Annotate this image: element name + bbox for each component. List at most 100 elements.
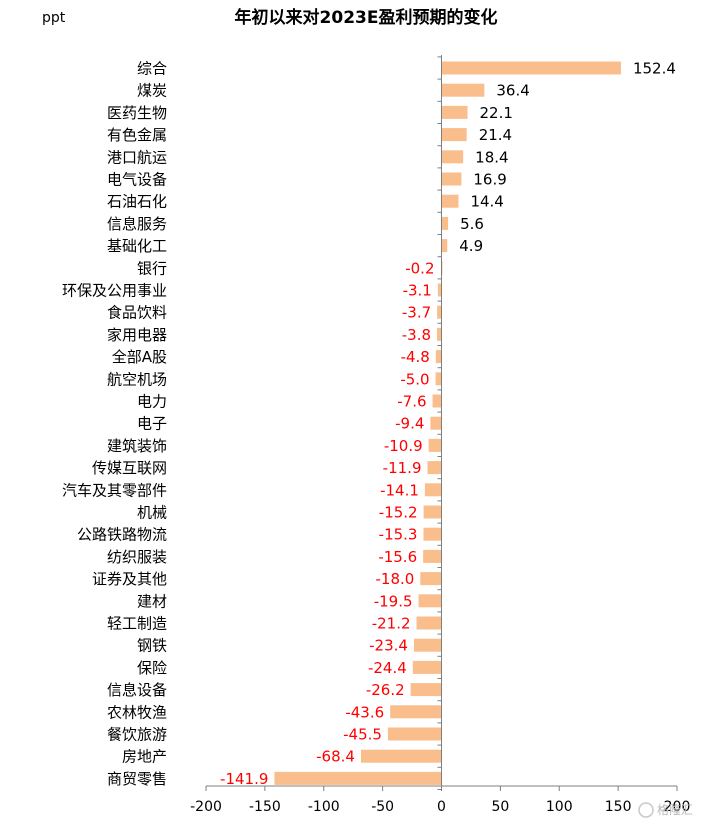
category-label: 钢铁 [137, 637, 167, 655]
unit-label: ppt [42, 10, 66, 26]
bar [437, 305, 442, 319]
bar [441, 194, 459, 208]
category-label: 银行 [137, 259, 167, 277]
value-label: -0.2 [405, 259, 434, 277]
category-label: 有色金属 [107, 126, 167, 144]
category-label: 纺织服装 [107, 548, 167, 566]
watermark-logo-icon [638, 802, 654, 818]
x-tick-label: -150 [249, 799, 281, 815]
category-label: 石油石化 [107, 193, 167, 211]
bar [437, 327, 442, 341]
category-label: 电力 [137, 393, 167, 411]
bar [441, 61, 621, 75]
bar [390, 705, 442, 719]
category-label: 建材 [137, 592, 167, 610]
value-label: -7.6 [397, 393, 426, 411]
category-label: 食品饮料 [107, 304, 167, 322]
value-label: -24.4 [368, 659, 407, 677]
value-labels: 152.4 36.4 22.1 21.4 18.4 16.9 14.4 5.6 4.9 -0.2 -… [220, 60, 676, 788]
value-label: -26.2 [366, 681, 405, 699]
category-label: 建筑装饰 [107, 437, 167, 455]
bar [441, 172, 462, 186]
category-label: 机械 [137, 504, 167, 522]
value-label: -11.9 [383, 459, 422, 477]
bar [423, 527, 442, 541]
bar [428, 438, 442, 452]
value-label: -15.3 [379, 526, 418, 544]
value-label: -9.4 [395, 415, 424, 433]
value-label: 14.4 [470, 193, 503, 211]
category-label: 电气设备 [107, 171, 167, 189]
category-labels: 综合煤炭医药生物有色金属港口航运电气设备石油石化信息服务基础化工银行环保及公用事… [62, 60, 167, 788]
value-label: -21.2 [372, 615, 411, 633]
bar [427, 461, 442, 475]
x-tick-label: 100 [546, 799, 573, 815]
value-label: -3.7 [402, 304, 431, 322]
bar [437, 283, 442, 297]
category-label: 公路铁路物流 [77, 526, 167, 544]
category-label: 航空机场 [107, 370, 167, 388]
category-label: 综合 [137, 60, 167, 78]
category-label: 全部A股 [112, 348, 167, 366]
value-label: -23.4 [369, 637, 408, 655]
category-label: 传媒互联网 [92, 459, 167, 477]
value-label: -68.4 [316, 748, 355, 766]
category-label: 保险 [137, 659, 167, 677]
value-label: -141.9 [220, 770, 268, 788]
x-tick-label: 0 [437, 799, 446, 815]
x-tick-label: -200 [190, 799, 222, 815]
value-label: 18.4 [475, 148, 508, 166]
bar [387, 727, 442, 741]
value-label: 16.9 [473, 171, 506, 189]
bar [441, 216, 449, 230]
chart-title: 年初以来对2023E盈利预期的变化 [235, 7, 498, 28]
value-label: -45.5 [343, 726, 382, 744]
bar [423, 549, 442, 563]
value-label: 152.4 [633, 60, 676, 78]
value-label: 22.1 [480, 104, 513, 122]
category-label: 餐饮旅游 [107, 726, 167, 744]
value-label: -4.8 [401, 348, 430, 366]
value-label: -15.6 [378, 548, 417, 566]
bar [435, 350, 442, 364]
value-label: -14.1 [380, 481, 419, 499]
x-tick-label: 50 [491, 799, 509, 815]
category-label: 环保及公用事业 [62, 282, 167, 300]
bar [418, 594, 442, 608]
category-label: 信息设备 [107, 681, 167, 699]
category-label: 港口航运 [107, 148, 167, 166]
category-label: 轻工制造 [107, 615, 167, 633]
category-label: 基础化工 [107, 237, 167, 255]
category-label: 汽车及其零部件 [62, 481, 167, 499]
axes: -200 -150 -100 -50 0 50 100 150 200 [190, 55, 690, 815]
x-tick-label: -50 [371, 799, 394, 815]
category-label: 农林牧渔 [107, 703, 167, 721]
x-tick-label: 200 [664, 799, 691, 815]
bar [416, 616, 442, 630]
category-label: 煤炭 [137, 82, 167, 100]
category-label: 家用电器 [107, 326, 167, 344]
value-label: -15.2 [379, 504, 418, 522]
category-label: 电子 [137, 415, 167, 433]
value-label: -10.9 [384, 437, 423, 455]
category-label: 商贸零售 [107, 770, 167, 788]
value-label: -18.0 [375, 570, 414, 588]
value-label: 36.4 [496, 82, 529, 100]
value-label: -19.5 [374, 592, 413, 610]
bar [441, 83, 485, 97]
bar [430, 416, 442, 430]
bars [274, 61, 621, 785]
category-label: 房地产 [122, 748, 167, 766]
value-label: -3.8 [402, 326, 431, 344]
bar [441, 105, 468, 119]
category-label: 医药生物 [107, 104, 167, 122]
bar [360, 749, 442, 763]
watermark-text: 格隆汇 [657, 802, 693, 817]
bar [423, 505, 442, 519]
value-label: -43.6 [345, 703, 384, 721]
bar [424, 483, 442, 497]
bar [441, 128, 467, 142]
value-label: 4.9 [459, 237, 483, 255]
bar [441, 150, 464, 164]
